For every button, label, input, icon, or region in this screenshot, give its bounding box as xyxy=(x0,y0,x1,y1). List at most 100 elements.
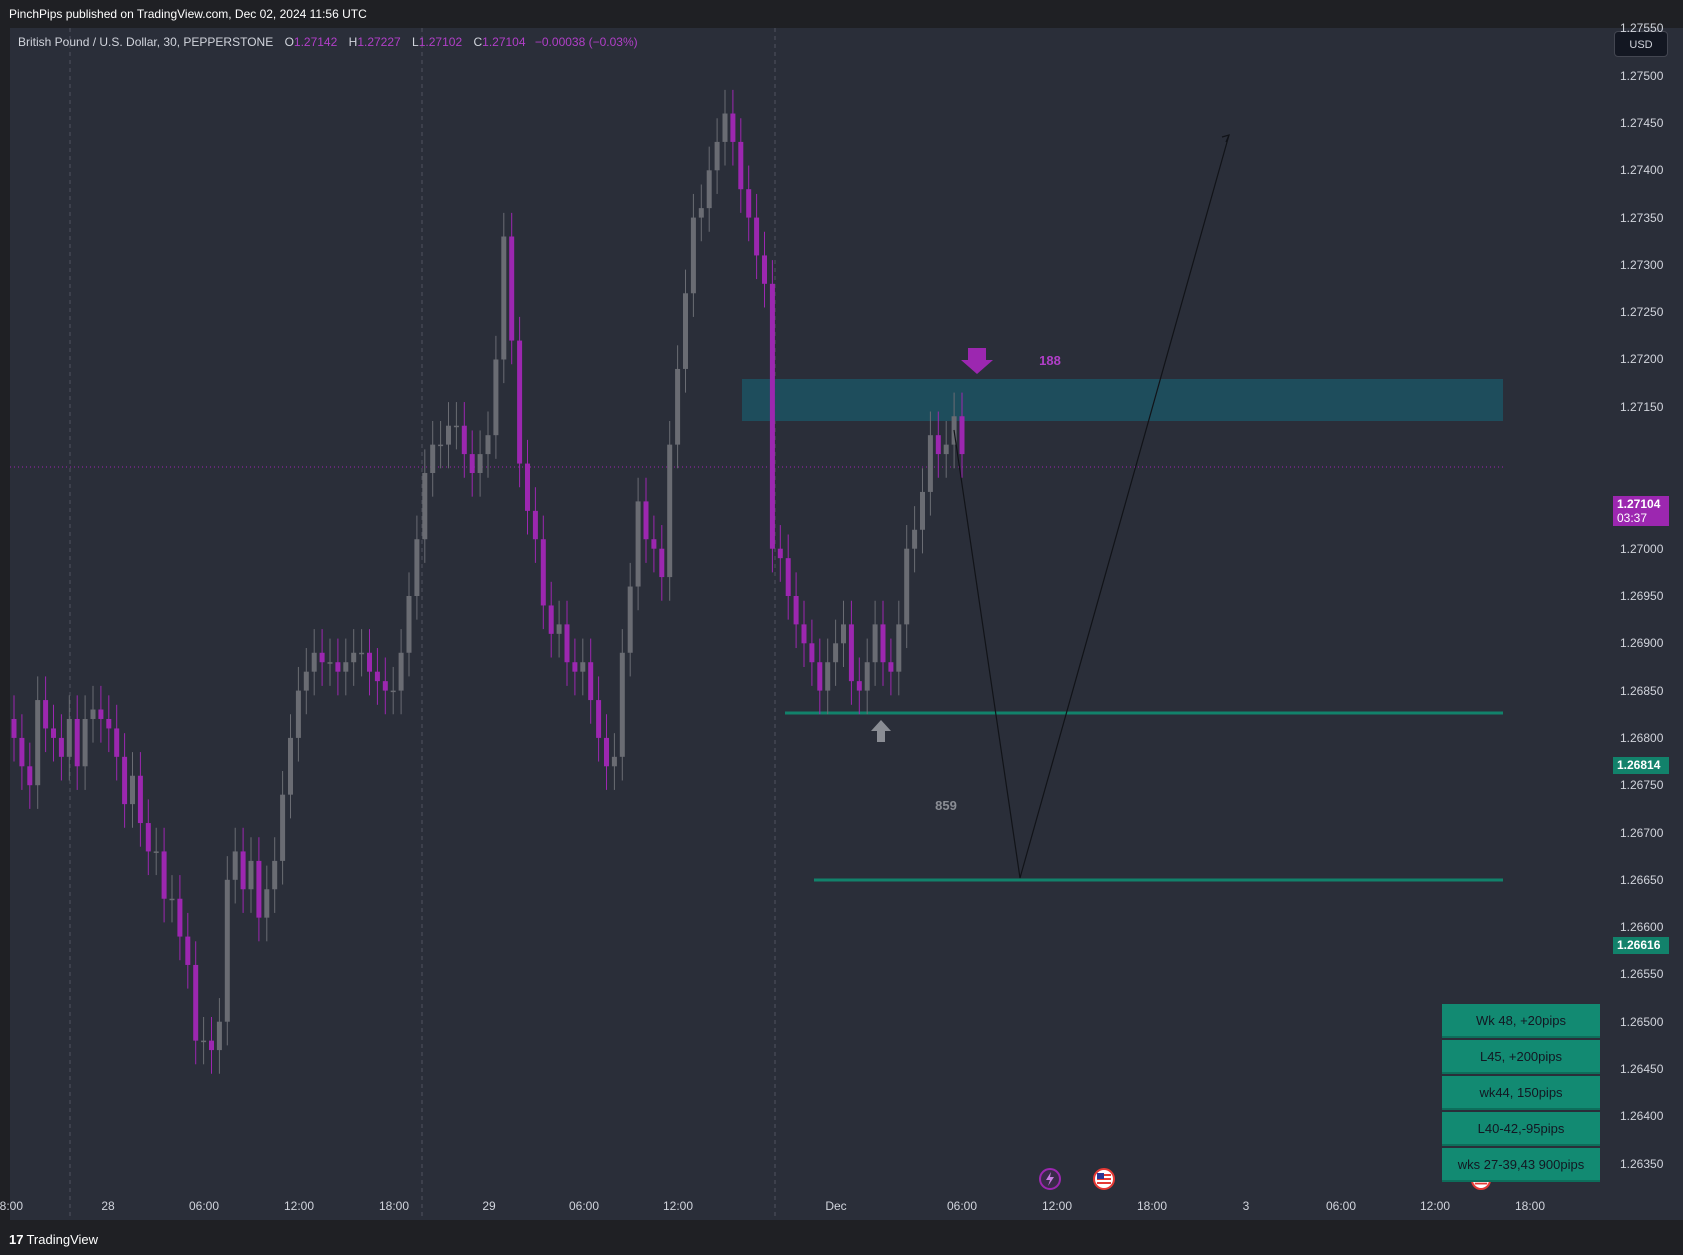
candle-body xyxy=(288,737,293,795)
stat-box-wk44: wk44, 150pips xyxy=(1442,1076,1600,1110)
candle-body xyxy=(98,709,104,719)
time-label: 12:00 xyxy=(662,1199,694,1213)
time-label: 06:00 xyxy=(946,1199,978,1213)
candle-body xyxy=(295,690,301,738)
current-price-value: 1.27104 xyxy=(1617,497,1661,511)
candle-body xyxy=(572,662,578,672)
candle-body xyxy=(153,851,159,853)
candle-body xyxy=(809,643,815,663)
candle-body xyxy=(58,737,64,757)
tradingview-logo[interactable]: 17 TradingView xyxy=(9,1232,98,1247)
candle-body xyxy=(635,501,641,587)
price-label: 1.27250 xyxy=(1620,305,1664,320)
candle-body xyxy=(564,624,570,663)
candle-body xyxy=(114,728,120,757)
candle-body xyxy=(588,662,594,701)
candle-body xyxy=(920,491,925,530)
time-label: 3 xyxy=(1242,1199,1250,1213)
candle-body xyxy=(351,652,357,663)
candle-body xyxy=(540,539,546,606)
sell-marker-count: 188 xyxy=(1039,353,1061,368)
candle-body xyxy=(51,728,56,738)
candle-body xyxy=(335,662,341,672)
candle-body xyxy=(904,548,910,625)
candle-body xyxy=(359,652,365,655)
stat-box-wks27-39: wks 27-39,43 900pips xyxy=(1442,1148,1600,1182)
publish-info: PinchPips published on TradingView.com, … xyxy=(9,7,367,21)
candle-body xyxy=(137,775,143,824)
candlestick-chart[interactable] xyxy=(10,28,1613,1220)
price-label: 1.27500 xyxy=(1620,68,1664,83)
currency-button[interactable]: USD xyxy=(1614,31,1668,57)
candle-body xyxy=(762,255,767,284)
candle-body xyxy=(19,737,25,767)
candle-body xyxy=(43,700,49,729)
candle-body xyxy=(769,283,775,549)
candle-body xyxy=(232,851,238,880)
candle-body xyxy=(746,189,752,218)
candle-body xyxy=(525,463,530,511)
price-label: 1.26650 xyxy=(1620,872,1664,887)
candle-body xyxy=(896,624,902,672)
open-value: 1.27142 xyxy=(293,35,338,49)
candle-body xyxy=(619,652,625,757)
candle-body xyxy=(82,718,88,767)
time-label: 28 xyxy=(101,1199,115,1213)
change-value: −0.00038 (−0.03%) xyxy=(534,35,638,49)
candle-body xyxy=(90,709,96,719)
candle-body xyxy=(777,548,783,559)
us-flag-event-icon[interactable] xyxy=(1093,1168,1115,1190)
time-label: 06:00 xyxy=(188,1199,220,1213)
time-label: 06:00 xyxy=(568,1199,600,1213)
candle-body xyxy=(912,529,918,549)
chart-pane[interactable] xyxy=(10,28,1613,1220)
time-label: 12:00 xyxy=(1041,1199,1073,1213)
candle-body xyxy=(651,539,657,549)
candle-body xyxy=(106,718,112,729)
candle-body xyxy=(367,652,372,672)
buy-arrow-icon xyxy=(871,720,891,742)
candle-body xyxy=(556,624,562,634)
candle-body xyxy=(193,964,199,1041)
candle-body xyxy=(754,217,760,256)
candle-body xyxy=(509,236,515,341)
candle-body xyxy=(248,860,254,890)
candle-body xyxy=(398,652,404,691)
candle-body xyxy=(311,652,317,672)
price-axis[interactable] xyxy=(1613,28,1683,1220)
candle-body xyxy=(675,368,681,445)
sell-arrow-icon xyxy=(961,348,993,374)
candle-body xyxy=(477,454,483,474)
candle-body xyxy=(604,737,609,767)
candle-body xyxy=(880,624,886,663)
price-label: 1.26700 xyxy=(1620,825,1664,840)
candle-body xyxy=(216,1021,222,1051)
candle-body xyxy=(422,473,428,540)
candle-body xyxy=(580,662,586,672)
candle-body xyxy=(327,662,333,664)
footer-bar xyxy=(0,1226,1683,1255)
time-label: 29 xyxy=(482,1199,496,1213)
lightning-event-icon[interactable] xyxy=(1039,1168,1061,1190)
candle-body xyxy=(319,652,325,663)
candle-body xyxy=(643,501,649,540)
candle-body xyxy=(864,662,870,691)
candle-body xyxy=(280,794,286,861)
candle-body xyxy=(35,700,41,786)
price-label: 1.26900 xyxy=(1620,636,1664,651)
low-value: 1.27102 xyxy=(418,35,463,49)
tv-logo-icon: 17 xyxy=(9,1232,24,1247)
candle-body xyxy=(690,217,696,294)
candle-body xyxy=(66,718,72,757)
stat-box-l40-42: L40-42,-95pips xyxy=(1442,1112,1600,1146)
candle-body xyxy=(240,851,246,890)
candle-body xyxy=(185,936,191,965)
price-label: 1.27150 xyxy=(1620,399,1664,414)
candle-body xyxy=(414,539,420,596)
candle-body xyxy=(461,425,467,455)
buy-marker-count: 859 xyxy=(935,798,957,813)
candle-body xyxy=(943,444,949,455)
candle-body xyxy=(130,775,135,805)
symbol-legend: British Pound / U.S. Dollar, 30, PEPPERS… xyxy=(18,35,638,49)
candle-body xyxy=(406,596,412,653)
